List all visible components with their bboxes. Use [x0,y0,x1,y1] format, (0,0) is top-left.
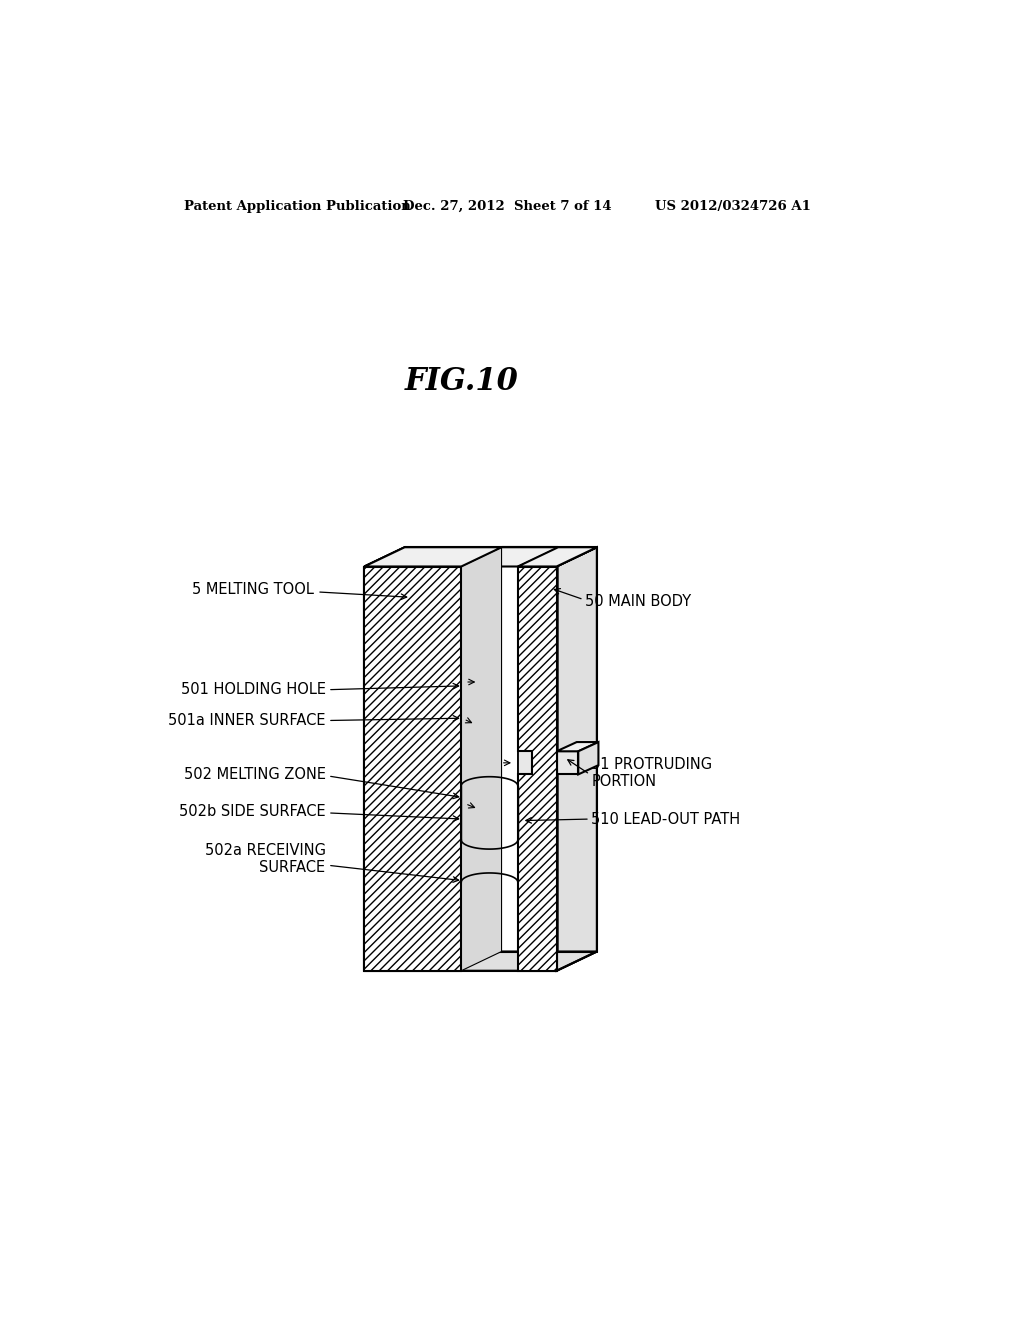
Polygon shape [365,952,597,970]
Polygon shape [579,742,598,775]
Text: 501a INNER SURFACE: 501a INNER SURFACE [168,713,326,729]
Polygon shape [518,566,557,970]
Text: 502b SIDE SURFACE: 502b SIDE SURFACE [179,804,326,818]
Polygon shape [518,548,558,970]
Polygon shape [461,548,502,970]
Text: Dec. 27, 2012  Sheet 7 of 14: Dec. 27, 2012 Sheet 7 of 14 [403,199,611,213]
Polygon shape [557,742,598,751]
Polygon shape [557,548,597,970]
Text: 502 MELTING ZONE: 502 MELTING ZONE [183,767,326,781]
Text: 510 LEAD-OUT PATH: 510 LEAD-OUT PATH [592,812,740,826]
Text: 50 MAIN BODY: 50 MAIN BODY [586,594,691,609]
Polygon shape [365,566,461,970]
Text: US 2012/0324726 A1: US 2012/0324726 A1 [655,199,811,213]
Text: 502a RECEIVING
SURFACE: 502a RECEIVING SURFACE [205,843,326,875]
Text: 51 PROTRUDING
PORTION: 51 PROTRUDING PORTION [592,756,713,789]
Polygon shape [557,751,579,775]
Text: 501 HOLDING HOLE: 501 HOLDING HOLE [180,682,326,697]
Text: 5 MELTING TOOL: 5 MELTING TOOL [193,582,314,597]
Text: Patent Application Publication: Patent Application Publication [183,199,411,213]
Polygon shape [365,548,502,566]
Polygon shape [518,548,597,566]
Polygon shape [365,548,597,566]
Text: FIG.10: FIG.10 [404,366,518,397]
